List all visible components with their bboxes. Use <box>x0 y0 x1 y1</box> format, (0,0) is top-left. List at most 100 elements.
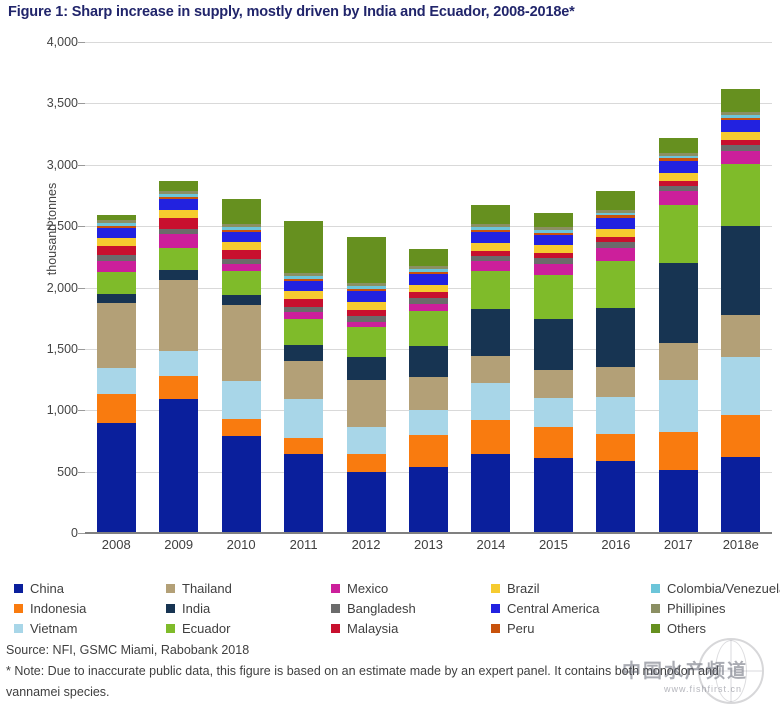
bar-segment[interactable] <box>96 228 136 238</box>
bar-segment[interactable] <box>159 228 199 235</box>
bar-segment[interactable] <box>533 234 573 246</box>
bar-segment[interactable] <box>221 223 261 227</box>
bar-segment[interactable] <box>533 369 573 398</box>
bar-segment[interactable] <box>221 270 261 295</box>
bar-segment[interactable] <box>221 229 261 232</box>
bar-segment[interactable] <box>658 180 698 186</box>
bar-segment[interactable] <box>284 361 324 399</box>
legend-item[interactable]: Ecuador <box>166 621 331 636</box>
bar-segment[interactable] <box>471 261 511 271</box>
bar-segment[interactable] <box>596 190 636 210</box>
bar-column[interactable] <box>284 220 324 533</box>
bar-segment[interactable] <box>284 275 324 279</box>
bar-segment[interactable] <box>658 432 698 470</box>
bar-segment[interactable] <box>533 263 573 276</box>
bar-segment[interactable] <box>221 264 261 271</box>
bar-segment[interactable] <box>284 312 324 319</box>
bar-segment[interactable] <box>96 255 136 261</box>
bar-segment[interactable] <box>346 237 386 284</box>
bar-segment[interactable] <box>159 279 199 352</box>
bar-segment[interactable] <box>346 357 386 381</box>
bar-segment[interactable] <box>471 270 511 309</box>
bar-segment[interactable] <box>409 434 448 468</box>
bar-segment[interactable] <box>284 398 324 438</box>
legend-item[interactable]: Bangladesh <box>331 601 491 616</box>
bar-segment[interactable] <box>471 356 511 383</box>
bar-segment[interactable] <box>471 232 511 243</box>
bar-segment[interactable] <box>96 225 136 229</box>
bar-segment[interactable] <box>409 284 448 293</box>
bar-segment[interactable] <box>96 237 136 246</box>
bar-segment[interactable] <box>658 160 698 173</box>
bar-segment[interactable] <box>346 316 386 322</box>
bar-segment[interactable] <box>409 266 448 270</box>
bar-column[interactable] <box>658 137 698 533</box>
bar-segment[interactable] <box>159 199 199 210</box>
bar-segment[interactable] <box>471 204 511 225</box>
bar-segment[interactable] <box>284 437 324 455</box>
bar-segment[interactable] <box>596 434 636 462</box>
bar-segment[interactable] <box>346 286 386 290</box>
legend-item[interactable]: Others <box>651 621 771 636</box>
bar-segment[interactable] <box>221 231 261 243</box>
bar-segment[interactable] <box>658 379 698 433</box>
bar-segment[interactable] <box>658 204 698 263</box>
bar-segment[interactable] <box>96 367 136 395</box>
bar-segment[interactable] <box>346 471 386 533</box>
bar-segment[interactable] <box>346 321 386 327</box>
bar-column[interactable] <box>96 215 136 533</box>
bar-segment[interactable] <box>596 212 636 216</box>
bar-segment[interactable] <box>159 351 199 376</box>
bar-column[interactable] <box>346 237 386 533</box>
bar-segment[interactable] <box>596 396 636 435</box>
bar-column[interactable] <box>533 213 573 533</box>
bar-segment[interactable] <box>159 399 199 533</box>
bar-segment[interactable] <box>533 319 573 370</box>
bar-segment[interactable] <box>346 309 386 317</box>
bar-segment[interactable] <box>159 191 199 195</box>
bar-segment[interactable] <box>284 454 324 533</box>
bar-segment[interactable] <box>96 220 136 224</box>
bar-segment[interactable] <box>596 260 636 309</box>
bar-segment[interactable] <box>658 191 698 205</box>
bar-segment[interactable] <box>721 164 761 226</box>
bar-column[interactable] <box>221 199 261 533</box>
bar-segment[interactable] <box>533 245 573 254</box>
bar-segment[interactable] <box>658 262 698 343</box>
bar-segment[interactable] <box>346 326 386 358</box>
bar-segment[interactable] <box>721 117 761 121</box>
bar-segment[interactable] <box>596 247 636 261</box>
legend-item[interactable]: India <box>166 601 331 616</box>
bar-segment[interactable] <box>284 272 324 276</box>
bar-segment[interactable] <box>409 274 448 285</box>
legend-item[interactable]: Thailand <box>166 581 331 596</box>
bar-segment[interactable] <box>596 308 636 367</box>
bar-segment[interactable] <box>658 469 698 533</box>
bar-segment[interactable] <box>721 140 761 146</box>
bar-segment[interactable] <box>471 255 511 262</box>
bar-segment[interactable] <box>471 224 511 228</box>
bar-segment[interactable] <box>159 209 199 219</box>
bar-segment[interactable] <box>409 303 448 311</box>
bar-segment[interactable] <box>96 302 136 368</box>
bar-segment[interactable] <box>409 345 448 377</box>
bar-segment[interactable] <box>346 380 386 427</box>
bar-column[interactable] <box>596 190 636 533</box>
bar-segment[interactable] <box>221 418 261 437</box>
bar-segment[interactable] <box>658 172 698 181</box>
bar-segment[interactable] <box>284 318 324 346</box>
bar-segment[interactable] <box>221 294 261 306</box>
bar-segment[interactable] <box>96 272 136 295</box>
bar-segment[interactable] <box>596 237 636 243</box>
bar-segment[interactable] <box>221 436 261 533</box>
bar-segment[interactable] <box>159 247 199 271</box>
bar-segment[interactable] <box>159 218 199 229</box>
bar-column[interactable] <box>721 88 761 533</box>
bar-segment[interactable] <box>409 269 448 272</box>
bar-segment[interactable] <box>96 260 136 273</box>
bar-segment[interactable] <box>721 414 761 457</box>
bar-segment[interactable] <box>159 180 199 192</box>
legend-item[interactable]: Mexico <box>331 581 491 596</box>
bar-segment[interactable] <box>533 457 573 533</box>
bar-segment[interactable] <box>159 194 199 197</box>
